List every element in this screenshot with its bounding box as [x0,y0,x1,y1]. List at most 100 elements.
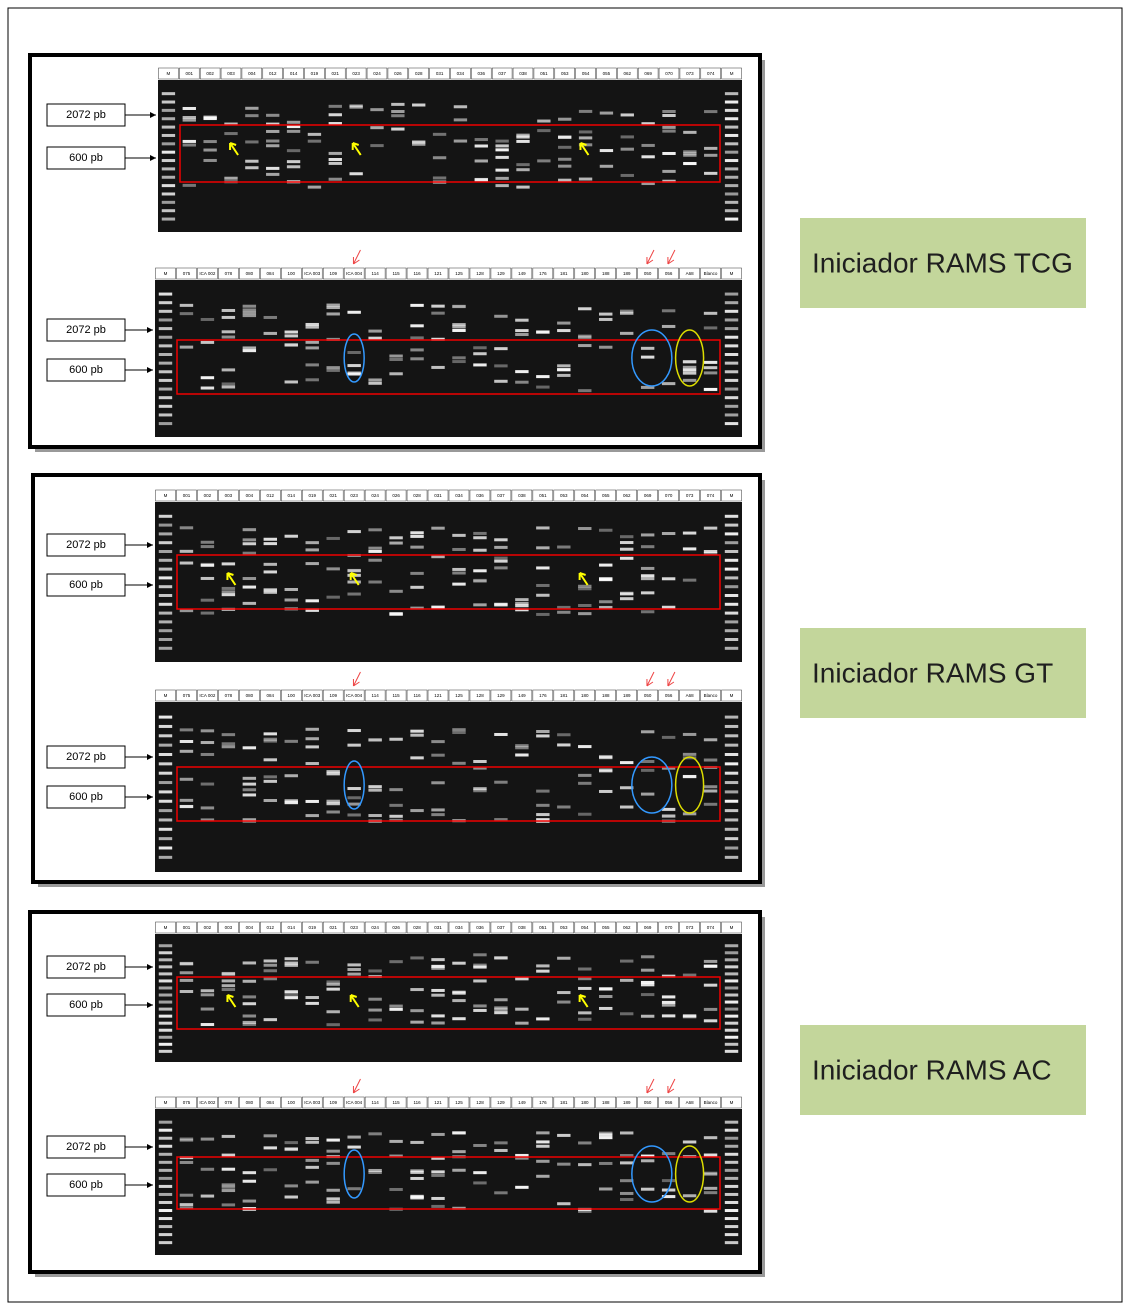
band [159,944,172,947]
band [368,785,381,788]
lane-label: 129 [497,271,505,276]
band [725,362,738,365]
band [704,790,717,793]
lane-label: 037 [497,925,505,930]
lane-label: ICA 003 [304,271,321,276]
band [389,804,402,807]
lane-label: 075 [183,693,191,698]
band [222,1154,235,1157]
band [599,1136,612,1139]
band [515,329,528,332]
band [475,159,488,162]
band [473,532,486,535]
band [162,201,175,204]
band [454,105,467,108]
band [578,987,591,990]
band [620,541,633,544]
band [159,856,172,859]
band [159,550,172,553]
band [620,557,633,560]
lane-label: 004 [246,925,254,930]
band [683,368,696,371]
band [224,132,237,135]
band [494,546,507,549]
band [326,1010,339,1013]
lane-label: 038 [519,71,527,76]
band [410,546,423,549]
lane-label: 181 [560,693,568,698]
band [683,753,696,756]
band [683,532,696,535]
lane-label: Blanco [704,1100,718,1105]
band [725,1029,738,1032]
band [725,1217,738,1220]
band [494,1141,507,1144]
band [410,586,423,589]
band [473,760,486,763]
band [326,537,339,540]
marker-label: 2072 pb [66,324,106,336]
lane-label: 051 [540,71,548,76]
band [452,1131,465,1134]
lane-label: 055 [602,925,610,930]
band [620,1179,633,1182]
lane-label: Blanco [704,693,718,698]
band [180,526,193,529]
band [452,305,465,308]
band [159,1241,172,1244]
lane-label: 069 [644,71,652,76]
band [620,806,633,809]
band [725,1036,738,1039]
band [243,783,256,786]
band [683,162,696,165]
band [725,951,738,954]
band [159,800,172,803]
band [368,998,381,1001]
band [308,133,321,136]
band [368,814,381,817]
band [641,155,654,158]
band [725,192,738,195]
band [578,585,591,588]
band [725,965,738,968]
band [162,92,175,95]
lane-label: 128 [476,1100,484,1105]
band [389,355,402,358]
band [683,1015,696,1018]
band [285,774,298,777]
lane-label: 080 [246,271,254,276]
band [641,144,654,147]
lane-label: 050 [644,1100,652,1105]
marker-label: 600 pb [69,364,103,376]
lane-label: 181 [560,1100,568,1105]
band [621,113,634,116]
band [159,344,172,347]
lane-label: 037 [497,493,505,498]
band [391,103,404,106]
band [578,1141,591,1144]
band [347,744,360,747]
band [704,1153,717,1156]
band [494,1011,507,1014]
band [473,346,486,349]
band [201,599,214,602]
lane-label: 026 [392,493,400,498]
band [159,1201,172,1204]
band [704,785,717,788]
band [347,311,360,314]
band [641,983,654,986]
lane-label: 014 [288,925,296,930]
band [159,1233,172,1236]
lane-label: 028 [413,925,421,930]
band [641,610,654,613]
lane-label: M [730,925,734,930]
band [326,1023,339,1026]
band [725,972,738,975]
band [159,541,172,544]
band [725,762,738,765]
band [326,1162,339,1165]
band [264,542,277,545]
band [306,800,319,803]
band [347,796,360,799]
band [473,1181,486,1184]
